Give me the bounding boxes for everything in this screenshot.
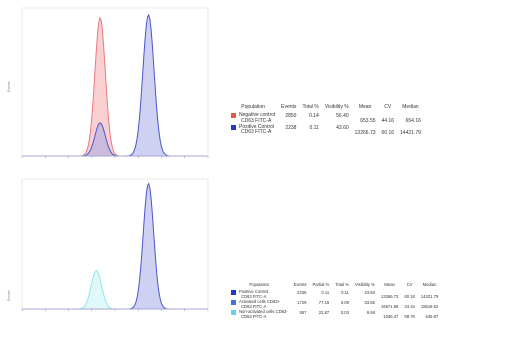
median-cell: 654.16 (405, 118, 421, 124)
events-cell: 557 (299, 309, 307, 315)
population-label: Activated cells CD63+ (239, 298, 281, 304)
header-partial: Partial % (312, 282, 330, 287)
top-histogram: Events (7, 7, 209, 158)
header-total: Total % (335, 282, 349, 287)
population-cell: Positive Control CD63 FITC-A (228, 123, 278, 137)
top-series-1-curve (22, 13, 208, 157)
header-visibility: Visibility % (354, 282, 375, 287)
total-cell: 0.09 (340, 299, 349, 305)
bottom-series-0-curve (22, 269, 208, 310)
mean-cell: 16671.69 (380, 303, 399, 309)
header-median: Median (402, 104, 419, 110)
top-plot-frame (21, 7, 209, 157)
bottom-stats-header-row: Population Events Partial % Total % Visi… (228, 282, 441, 290)
cv-cell: 60.16 (381, 129, 395, 136)
bottom-histogram: Events (7, 178, 209, 311)
population-label: Non-activated cells CD63- (239, 308, 288, 314)
visibility-cell: 43.60 (336, 124, 349, 131)
total-cell: 0.03 (340, 309, 349, 315)
population-channel: CD63 FITC-A (241, 303, 267, 309)
bottom-y-axis-label: Events (7, 290, 11, 301)
header-median: Median (422, 282, 437, 287)
population-cell: Activated cells CD63+ CD63 FITC-A (228, 298, 291, 310)
visibility-cell: 43.60 (364, 290, 375, 295)
top-series-0-curve (22, 16, 208, 157)
top-stats-header-row: Population Events Total % Visibility % M… (228, 104, 424, 113)
population-label: Positive Control (239, 123, 275, 130)
table-row: Negative control CD63 FITC-A 2850 0.14 5… (228, 112, 424, 125)
events-cell: 1729 (297, 299, 307, 305)
partial-cell: 77.16 (318, 299, 330, 305)
mean-cell: 1036.47 (383, 313, 399, 319)
bottom-series-1-curve (22, 182, 208, 310)
header-total: Total % (302, 104, 319, 110)
legend-swatch (231, 290, 236, 295)
median-cell: 645.87 (425, 313, 439, 319)
population-channel: CD63 FITC-A (241, 294, 267, 299)
legend-swatch (231, 124, 236, 130)
median-cell: 14421.79 (400, 129, 421, 136)
header-cv: CV (384, 104, 392, 110)
table-row: Non-activated cells CD63- CD63 FITC-A 55… (228, 308, 441, 320)
median-cell: 15618.52 (420, 303, 439, 309)
cv-cell: 44.16 (381, 118, 395, 124)
bottom-plot-area (21, 182, 209, 311)
visibility-cell: 9.66 (366, 309, 375, 315)
header-visibility: Visibility % (324, 104, 349, 110)
population-cell: Negative control CD63 FITC-A (228, 112, 278, 125)
top-plot-area (21, 13, 209, 158)
top-statistics-table: Population Events Total % Visibility % M… (228, 104, 424, 136)
legend-swatch (231, 113, 236, 118)
header-population: Population (241, 104, 265, 110)
bottom-plot-frame (21, 178, 209, 310)
population-cell: Non-activated cells CD63- CD63 FITC-A (228, 308, 291, 320)
table-row: Positive Control CD63 FITC-A 2238 0.11 4… (228, 123, 424, 137)
total-cell: 0.11 (341, 290, 349, 295)
partial-cell: 0.11 (321, 290, 330, 295)
events-cell: 2238 (285, 124, 297, 131)
median-cell: 14421.79 (420, 294, 439, 299)
mean-cell: 13266.73 (380, 294, 399, 299)
header-population: Population (249, 282, 270, 287)
visibility-cell: 33.65 (364, 299, 375, 305)
partial-cell: 22.87 (318, 309, 330, 315)
table-row: Positive Control CD63 FITC-A 2238 0.11 0… (228, 289, 441, 300)
population-channel: CD63 FITC-A (241, 117, 272, 124)
header-events: Events (293, 282, 307, 287)
events-cell: 2238 (297, 290, 307, 295)
bottom-statistics-table: Population Events Partial % Total % Visi… (228, 282, 441, 319)
population-label: Negative control (239, 112, 276, 118)
total-cell: 0.14 (309, 113, 319, 119)
table-row: Activated cells CD63+ CD63 FITC-A 1729 7… (228, 298, 441, 310)
header-mean: Mean (384, 282, 395, 287)
header-mean: Mean (358, 104, 372, 110)
population-cell: Positive Control CD63 FITC-A (228, 289, 291, 300)
events-cell: 2850 (285, 113, 297, 119)
header-cv: CV (406, 282, 413, 287)
population-channel: CD63 FITC-A (241, 313, 267, 319)
legend-swatch (231, 309, 236, 315)
visibility-cell: 56.40 (336, 113, 349, 119)
cv-cell: 60.16 (404, 294, 415, 299)
population-label: Positive Control (239, 289, 269, 294)
legend-swatch (231, 299, 236, 305)
total-cell: 0.11 (309, 124, 319, 131)
cv-cell: 34.34 (404, 303, 415, 309)
top-y-axis-label: Events (7, 81, 11, 92)
population-channel: CD63 FITC-A (241, 129, 272, 136)
mean-cell: 13266.73 (354, 129, 376, 136)
cv-cell: 99.76 (404, 313, 415, 319)
header-events: Events (281, 104, 297, 110)
mean-cell: 653.55 (360, 118, 376, 124)
